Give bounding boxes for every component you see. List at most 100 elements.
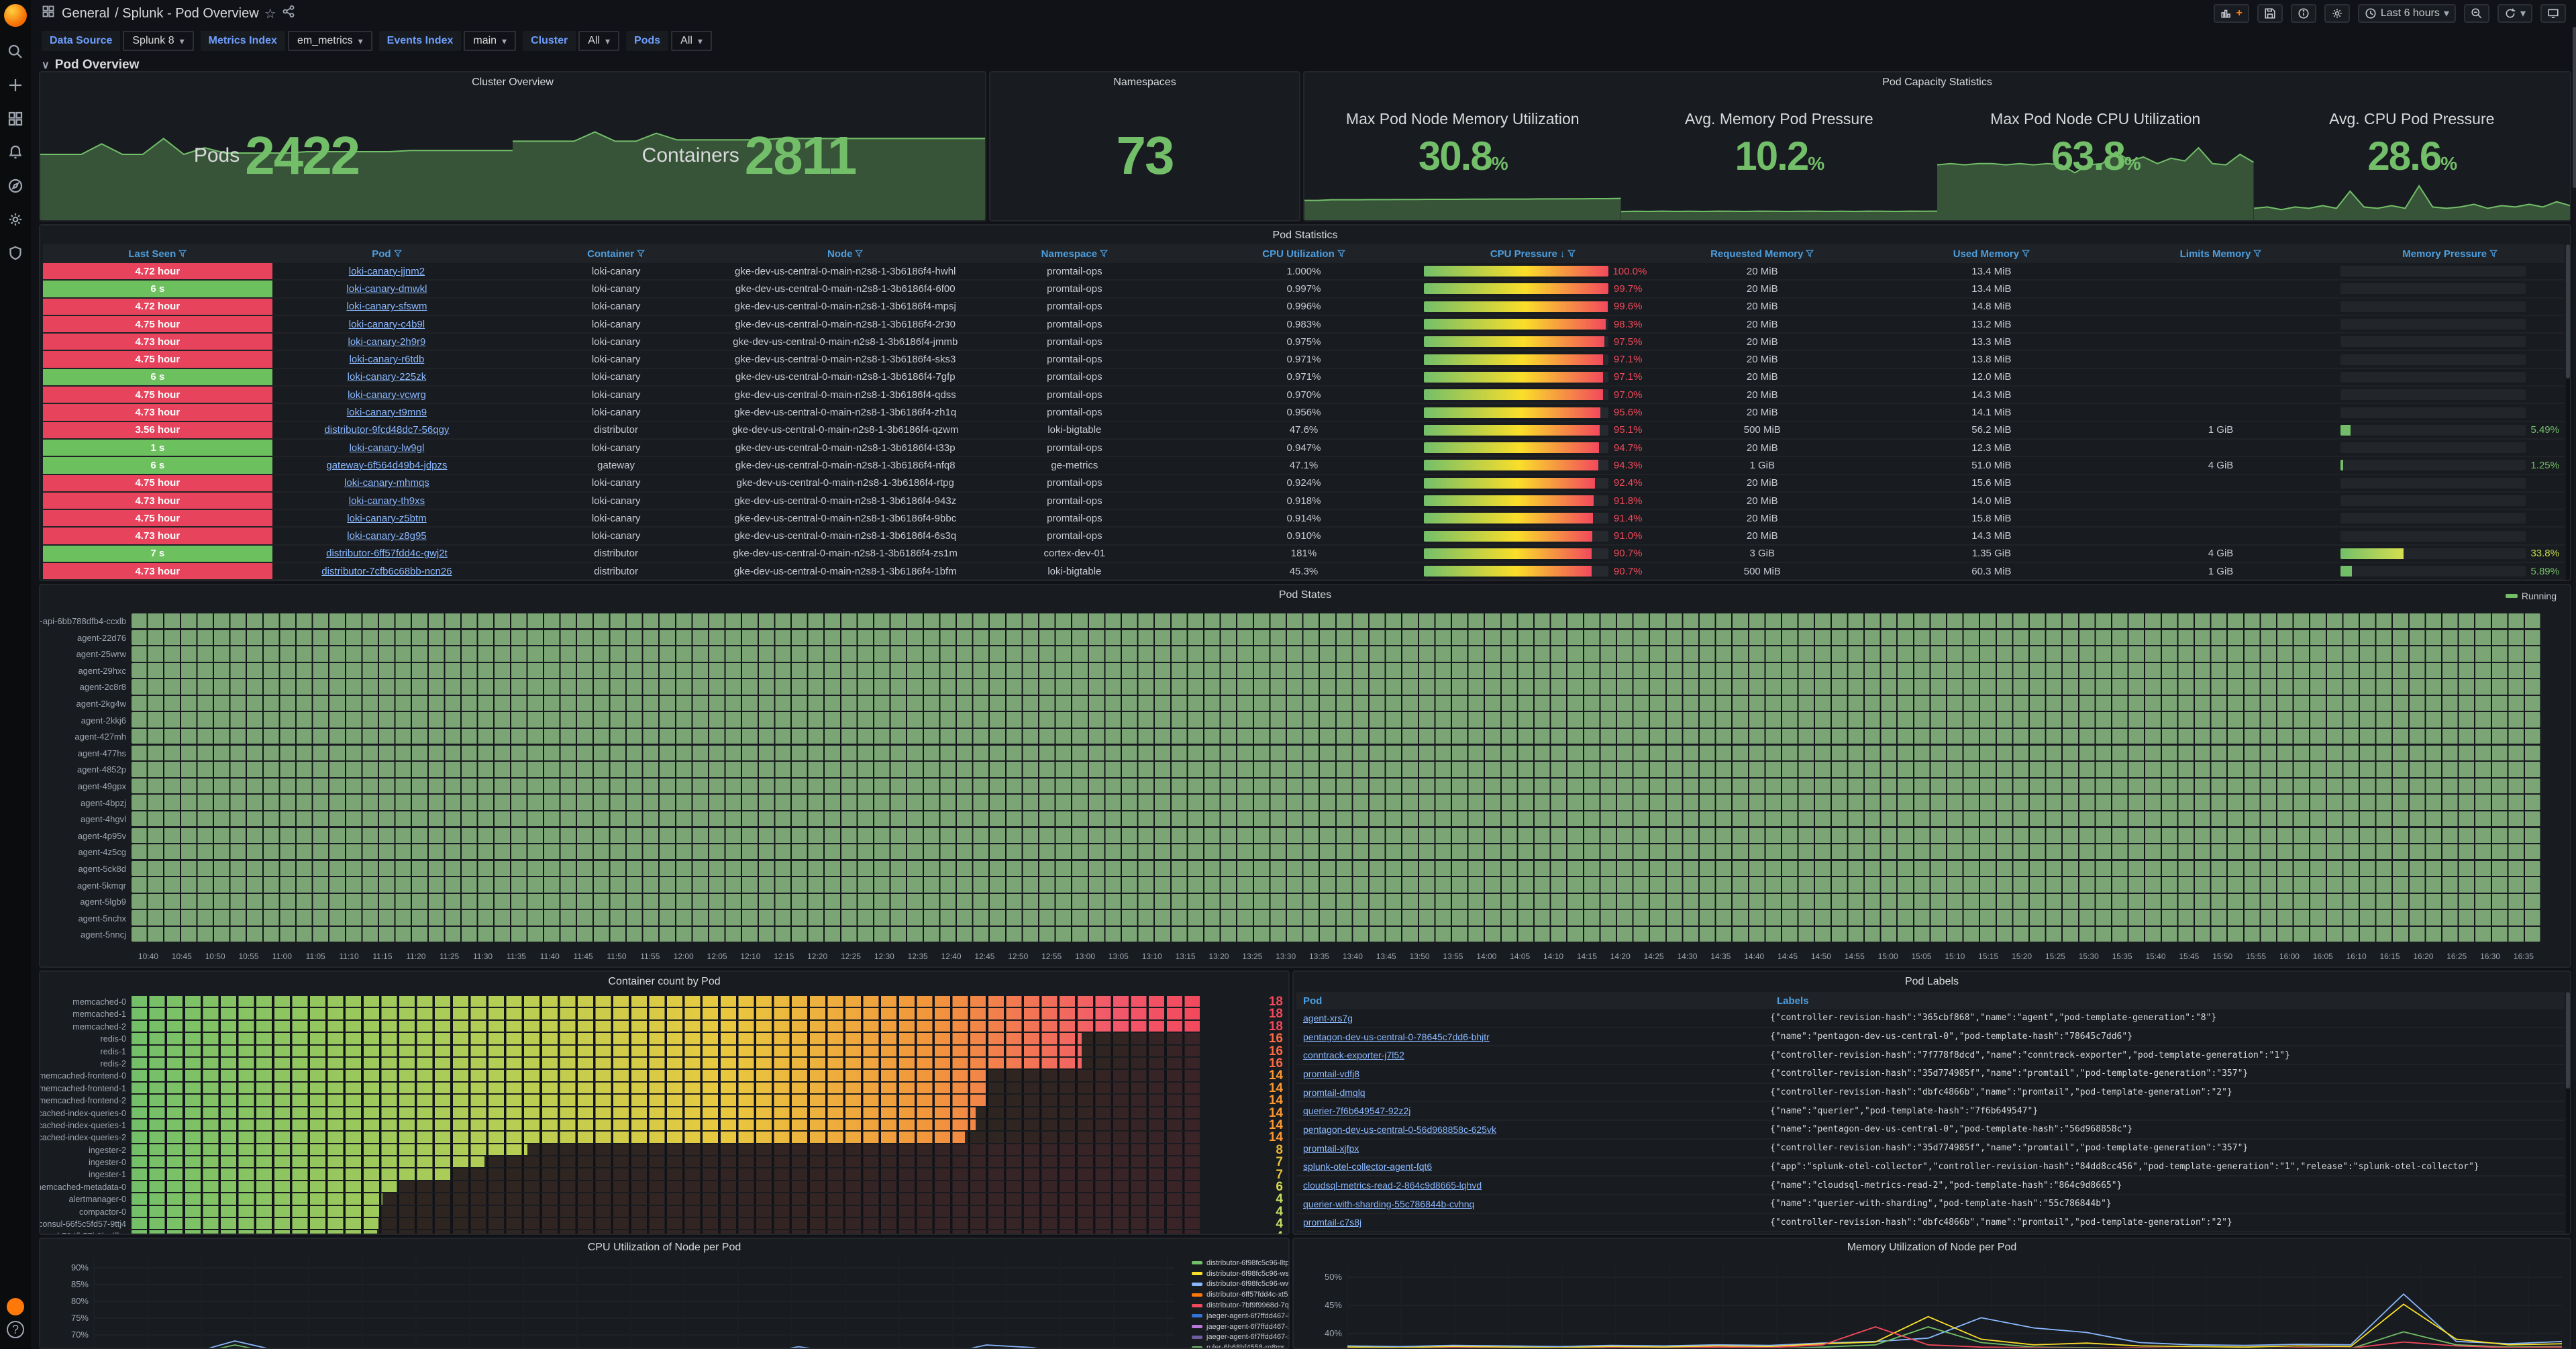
pod-states-row[interactable]: [132, 662, 2540, 679]
kiosk-mode-button[interactable]: [2540, 4, 2566, 23]
pod-link[interactable]: distributor-6ff57fdd4c-gwj2t: [326, 548, 448, 560]
panel-title[interactable]: Pod States: [1278, 589, 1332, 601]
save-dashboard-button[interactable]: [2257, 4, 2283, 23]
pod-states-row[interactable]: [132, 646, 2540, 662]
search-icon[interactable]: [5, 42, 25, 62]
legend-item[interactable]: jaeger-agent-6f7ffdd467-xm7hn: [1192, 1332, 1288, 1343]
panel-title[interactable]: CPU Utilization of Node per Pod: [587, 1242, 741, 1253]
container-count-row[interactable]: [132, 1082, 1205, 1095]
add-panel-button[interactable]: +: [2213, 4, 2249, 23]
container-count-row[interactable]: [132, 1095, 1205, 1107]
column-header-pod[interactable]: Pod: [272, 244, 502, 263]
pod-states-row[interactable]: [132, 630, 2540, 645]
share-icon[interactable]: [282, 5, 295, 22]
container-count-row[interactable]: [132, 1045, 1205, 1058]
pod-link[interactable]: loki-canary-mhmqs: [344, 477, 429, 489]
breadcrumb[interactable]: General / Splunk - Pod Overview: [62, 6, 259, 21]
panel-title[interactable]: Pod Statistics: [1272, 230, 1338, 241]
grafana-logo-icon[interactable]: [4, 4, 27, 27]
column-header-memory-pressure[interactable]: Memory Pressure: [2335, 244, 2565, 263]
container-count-row[interactable]: [132, 1033, 1205, 1045]
pod-states-row[interactable]: [132, 762, 2540, 777]
pod-link[interactable]: loki-canary-z5btm: [347, 512, 427, 524]
pod-states-row[interactable]: [132, 926, 2540, 942]
shield-icon[interactable]: [5, 243, 25, 263]
pod-link[interactable]: cloudsql-metrics-read-2-864c9d8665-lqhvd: [1303, 1180, 1482, 1191]
pod-link[interactable]: querier-with-sharding-55c786844b-cvhnq: [1303, 1198, 1475, 1209]
container-count-row[interactable]: [132, 1218, 1205, 1230]
filter-value-dropdown[interactable]: All ▾: [578, 31, 620, 51]
help-icon[interactable]: ?: [7, 1321, 24, 1338]
legend-item[interactable]: distributor-6f98fc5c96-ww2xj: [1192, 1279, 1288, 1290]
pod-states-row[interactable]: [132, 712, 2540, 728]
panel-title[interactable]: Cluster Overview: [472, 77, 554, 88]
table-scrollbar[interactable]: [2566, 244, 2570, 580]
pod-link[interactable]: loki-canary-jjnm2: [348, 265, 425, 277]
pod-states-row[interactable]: [132, 745, 2540, 761]
panel-title[interactable]: Namespaces: [1113, 77, 1176, 88]
table-scrollbar[interactable]: [2566, 992, 2570, 1234]
pod-link[interactable]: distributor-9fcd48dc7-56qgy: [324, 424, 450, 436]
pod-link[interactable]: pentagon-dev-us-central-0-78645c7dd6-bhj…: [1303, 1031, 1490, 1042]
gear-icon[interactable]: [5, 209, 25, 230]
pod-link[interactable]: loki-canary-c4b9l: [348, 318, 425, 330]
pod-states-row[interactable]: [132, 860, 2540, 877]
column-header-node[interactable]: Node: [731, 244, 960, 263]
legend-running[interactable]: Running: [2505, 591, 2557, 601]
pod-states-row[interactable]: [132, 695, 2540, 711]
container-count-row[interactable]: [132, 996, 1205, 1008]
user-avatar[interactable]: [7, 1298, 24, 1315]
pod-states-row[interactable]: [132, 729, 2540, 744]
pod-states-row[interactable]: [132, 893, 2540, 909]
explore-compass-icon[interactable]: [5, 176, 25, 196]
pod-link[interactable]: loki-canary-vcwrg: [348, 389, 426, 401]
dashboard-insights-button[interactable]: [2290, 4, 2316, 23]
star-icon[interactable]: ☆: [264, 6, 276, 21]
refresh-button[interactable]: ▾: [2497, 4, 2532, 23]
legend-item[interactable]: jaeger-agent-6f7ffdd467-xc4qp: [1192, 1321, 1288, 1332]
pod-states-row[interactable]: [132, 828, 2540, 843]
pod-states-row[interactable]: [132, 613, 2540, 629]
pod-link[interactable]: loki-canary-2h9r9: [348, 336, 426, 348]
container-count-row[interactable]: [132, 1132, 1205, 1144]
column-header-labels[interactable]: Labels: [1777, 995, 1809, 1007]
plus-icon[interactable]: [5, 75, 25, 95]
pod-link[interactable]: loki-canary-lw9gl: [349, 442, 425, 454]
filter-value-dropdown[interactable]: Splunk 8 ▾: [123, 31, 194, 51]
panel-title[interactable]: Pod Labels: [1904, 976, 1959, 987]
column-header-cpu-pressure[interactable]: CPU Pressure ↓: [1419, 244, 1648, 263]
zoom-out-icon[interactable]: [2463, 4, 2489, 23]
pod-link[interactable]: querier-7f6b649547-92z2j: [1303, 1105, 1411, 1117]
column-header-namespace[interactable]: Namespace: [960, 244, 1190, 263]
pod-link[interactable]: loki-canary-t9mn9: [346, 407, 427, 419]
column-header-last-seen[interactable]: Last Seen: [43, 244, 272, 263]
pod-states-row[interactable]: [132, 679, 2540, 695]
pod-link[interactable]: loki-canary-r6tdb: [349, 354, 425, 366]
pod-link[interactable]: loki-canary-sfswm: [346, 301, 427, 313]
container-count-row[interactable]: [132, 1020, 1205, 1033]
pod-states-row[interactable]: [132, 844, 2540, 860]
legend-item[interactable]: distributor-6f98fc5c96-lltpl: [1192, 1258, 1288, 1268]
column-header-limits-memory[interactable]: Limits Memory: [2106, 244, 2336, 263]
pod-link[interactable]: loki-canary-dmwkl: [346, 283, 427, 295]
column-header-pod[interactable]: Pod: [1303, 995, 1323, 1007]
legend-item[interactable]: distributor-7bf9f9968d-7q8md: [1192, 1300, 1288, 1311]
legend-item[interactable]: distributor-6f98fc5c96-wskwl: [1192, 1268, 1288, 1279]
pod-link[interactable]: loki-canary-225zk: [347, 371, 427, 383]
filter-value-dropdown[interactable]: main ▾: [464, 31, 517, 51]
pod-link[interactable]: pentagon-dev-us-central-0-56d968858c-625…: [1303, 1123, 1496, 1135]
column-header-container[interactable]: Container: [501, 244, 731, 263]
legend-item[interactable]: distributor-6ff57fdd4c-xt5gf: [1192, 1289, 1288, 1300]
container-count-row[interactable]: [132, 1205, 1205, 1218]
panel-title[interactable]: Memory Utilization of Node per Pod: [1847, 1242, 2017, 1253]
pod-link[interactable]: agent-xrs7g: [1303, 1012, 1353, 1023]
pod-states-row[interactable]: [132, 795, 2540, 810]
column-header-cpu-utilization[interactable]: CPU Utilization: [1189, 244, 1419, 263]
pod-link[interactable]: promtail-xjfpx: [1303, 1142, 1359, 1154]
container-count-row[interactable]: [132, 1156, 1205, 1168]
time-range-picker[interactable]: Last 6 hours ▾: [2357, 4, 2456, 23]
pod-link[interactable]: promtail-c7s8j: [1303, 1217, 1362, 1228]
panel-title[interactable]: Container count by Pod: [608, 976, 721, 987]
pod-states-row[interactable]: [132, 910, 2540, 926]
legend-item[interactable]: ruler-6b68bf4558-rq8mr: [1192, 1342, 1288, 1348]
